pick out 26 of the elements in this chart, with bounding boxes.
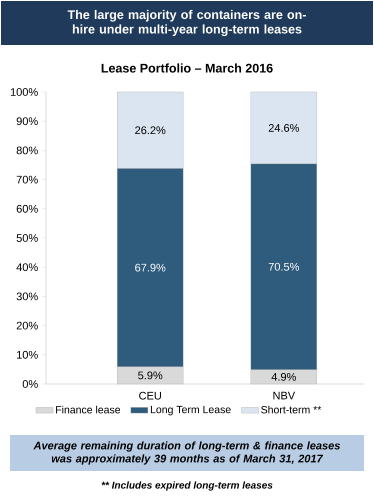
text: ** Includes expired long-term leases (102, 481, 273, 491)
y-tick-label: 20% (16, 322, 38, 330)
y-tick-label: 10% (17, 350, 38, 359)
y-tick-label: 90% (16, 117, 38, 126)
data-label: 5.9% (138, 372, 162, 380)
y-tick-label: 60% (16, 204, 38, 213)
x-tick-label: CEU (139, 392, 161, 400)
legend-label: Finance lease (56, 406, 120, 414)
data-label: 67.9% (135, 264, 166, 272)
y-tick-label: 50% (16, 234, 38, 242)
text: Average remaining duration of long-term & finance leases was approximately 39 months as of March 31, 2017 (33, 441, 340, 465)
y-tick-label: 100% (10, 88, 38, 96)
data-label: 24.6% (268, 124, 300, 132)
chart-subtitle: Lease Portfolio – March 2016 (102, 63, 273, 73)
data-label: 26.2% (135, 126, 166, 134)
legend-label: Short-term ** (261, 406, 322, 414)
chart-title: The large majority of containers are on-hire under multi-year long-term leases (68, 10, 306, 36)
x-tick-label: NBV (273, 392, 296, 400)
data-label: 4.9% (272, 372, 296, 381)
y-tick-label: 0% (22, 380, 38, 388)
y-tick-label: 30% (16, 292, 38, 300)
y-tick-label: 70% (16, 176, 38, 184)
y-tick-label: 80% (16, 146, 38, 154)
legend-label: Long Term Lease (150, 406, 231, 416)
y-tick-label: 40% (16, 263, 38, 272)
data-label: 70.5% (268, 262, 300, 271)
